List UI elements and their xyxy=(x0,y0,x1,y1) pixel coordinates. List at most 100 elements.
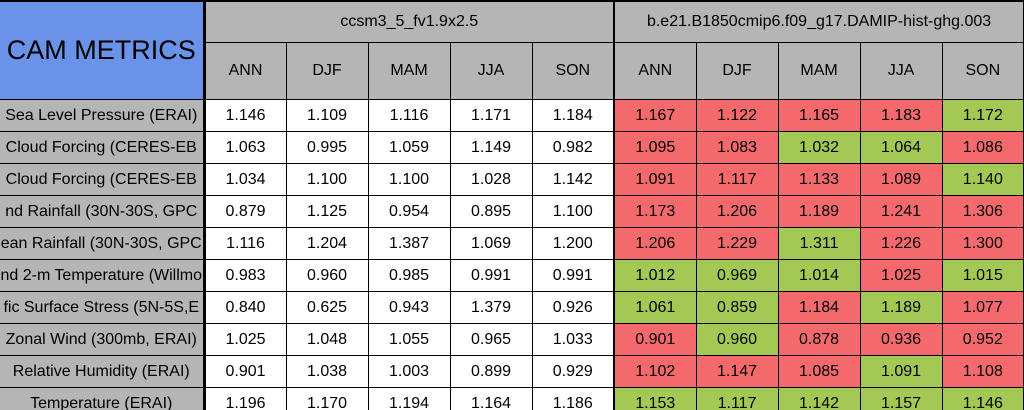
metric-value-m1: 1.171 xyxy=(449,99,533,132)
metric-value-m2-green: 1.157 xyxy=(859,387,943,410)
metric-value-m1: 1.034 xyxy=(203,163,287,196)
metric-value-m2-green: 1.153 xyxy=(613,387,697,410)
metric-value-m1: 1.125 xyxy=(285,195,369,228)
metric-value-m2-red: 1.025 xyxy=(859,259,943,292)
metric-value-m2-red: 1.165 xyxy=(777,99,861,132)
metric-value-m2-green: 0.969 xyxy=(695,259,779,292)
metric-value-m2-green: 0.859 xyxy=(695,291,779,324)
metric-value-m1: 0.995 xyxy=(285,131,369,164)
metric-value-m1: 1.142 xyxy=(531,163,615,196)
metric-label: Cloud Forcing (CERES-EB xyxy=(0,163,206,196)
metric-value-m1: 0.929 xyxy=(531,355,615,388)
metric-value-m1: 1.069 xyxy=(449,227,533,260)
metric-value-m1: 1.100 xyxy=(285,163,369,196)
metric-value-m1: 1.038 xyxy=(285,355,369,388)
metric-row: nd 2-m Temperature (Willmo 0.983 0.960 0.98… xyxy=(0,259,1024,292)
metric-value-m2-red: 1.091 xyxy=(613,163,697,196)
season-header-m2-djf: DJF xyxy=(695,42,779,100)
season-header-m2-jja: JJA xyxy=(859,42,943,100)
metric-value-m1: 1.048 xyxy=(285,323,369,356)
metric-value-m2-green: 1.061 xyxy=(613,291,697,324)
metric-label: fic Surface Stress (5N-5S,E xyxy=(0,291,206,324)
metric-value-m2-red: 1.102 xyxy=(613,355,697,388)
table-title: CAM METRICS xyxy=(0,0,206,100)
metric-value-m2-red: 1.184 xyxy=(777,291,861,324)
metric-value-m1: 0.840 xyxy=(203,291,287,324)
metric-value-m2-red: 1.089 xyxy=(859,163,943,196)
metric-value-m1: 1.063 xyxy=(203,131,287,164)
metric-row: Relative Humidity (ERAI) 0.901 1.038 1.003 0… xyxy=(0,355,1024,388)
metric-value-m2-green: 1.064 xyxy=(859,131,943,164)
metric-value-m2-red: 1.095 xyxy=(613,131,697,164)
metric-value-m2-green: 1.140 xyxy=(941,163,1024,196)
metric-value-m1: 0.991 xyxy=(449,259,533,292)
metric-value-m2-red: 1.167 xyxy=(613,99,697,132)
metric-value-m1: 1.164 xyxy=(449,387,533,410)
metric-value-m2-red: 1.229 xyxy=(695,227,779,260)
metric-row: Temperature (ERAI) 1.196 1.170 1.194 1.164 1.… xyxy=(0,387,1024,410)
metric-value-m1: 1.184 xyxy=(531,99,615,132)
metric-value-m2-red: 1.108 xyxy=(941,355,1024,388)
model1-header: ccsm3_5_fv1.9x2.5 xyxy=(203,0,615,43)
metric-value-m2-red: 1.206 xyxy=(613,227,697,260)
metric-label: Sea Level Pressure (ERAI) xyxy=(0,99,206,132)
metric-value-m2-red: 1.206 xyxy=(695,195,779,228)
metric-value-m1: 1.186 xyxy=(531,387,615,410)
metric-value-m2-green: 1.189 xyxy=(859,291,943,324)
metric-value-m2-green: 1.311 xyxy=(777,227,861,260)
metric-value-m2-red: 1.226 xyxy=(859,227,943,260)
metric-value-m1: 0.960 xyxy=(285,259,369,292)
metric-value-m2-red: 1.085 xyxy=(777,355,861,388)
metric-row: nd Rainfall (30N-30S, GPC 0.879 1.125 0.954… xyxy=(0,195,1024,228)
season-header-m1-son: SON xyxy=(531,42,615,100)
season-header-m1-ann: ANN xyxy=(203,42,287,100)
metric-value-m1: 0.985 xyxy=(367,259,451,292)
metric-value-m2-green: 0.960 xyxy=(695,323,779,356)
metric-value-m1: 1.033 xyxy=(531,323,615,356)
metric-value-m2-green: 1.142 xyxy=(777,387,861,410)
metric-value-m2-red: 0.952 xyxy=(941,323,1024,356)
metric-row: Cloud Forcing (CERES-EB 1.034 1.100 1.100 1.… xyxy=(0,163,1024,196)
metric-value-m1: 0.991 xyxy=(531,259,615,292)
model2-header: b.e21.B1850cmip6.f09_g17.DAMIP-hist-ghg.… xyxy=(613,0,1024,43)
model-header-row: CAM METRICS ccsm3_5_fv1.9x2.5 b.e21.B185… xyxy=(0,0,1024,100)
metric-value-m2-red: 1.189 xyxy=(777,195,861,228)
metric-value-m1: 0.943 xyxy=(367,291,451,324)
metric-value-m2-red: 0.936 xyxy=(859,323,943,356)
metric-value-m1: 0.965 xyxy=(449,323,533,356)
metric-row: Zonal Wind (300mb, ERAI) 1.025 1.048 1.055 0… xyxy=(0,323,1024,356)
metric-value-m1: 1.100 xyxy=(367,163,451,196)
metric-row: Cloud Forcing (CERES-EB 1.063 0.995 1.059 1.… xyxy=(0,131,1024,164)
metric-value-m2-green: 1.117 xyxy=(695,387,779,410)
metric-value-m2-red: 1.077 xyxy=(941,291,1024,324)
metric-value-m1: 1.055 xyxy=(367,323,451,356)
metric-value-m1: 1.028 xyxy=(449,163,533,196)
metric-label: Zonal Wind (300mb, ERAI) xyxy=(0,323,206,356)
metric-value-m1: 0.879 xyxy=(203,195,287,228)
metric-value-m2-red: 1.306 xyxy=(941,195,1024,228)
metric-value-m1: 0.982 xyxy=(531,131,615,164)
metric-value-m1: 1.025 xyxy=(203,323,287,356)
metric-value-m2-red: 0.901 xyxy=(613,323,697,356)
metric-value-m2-green: 1.172 xyxy=(941,99,1024,132)
metric-value-m2-green: 1.015 xyxy=(941,259,1024,292)
metric-value-m1: 0.983 xyxy=(203,259,287,292)
metric-label: nd 2-m Temperature (Willmo xyxy=(0,259,206,292)
metric-value-m1: 1.116 xyxy=(367,99,451,132)
metric-value-m2-red: 1.300 xyxy=(941,227,1024,260)
metric-value-m2-green: 1.032 xyxy=(777,131,861,164)
metric-value-m1: 0.625 xyxy=(285,291,369,324)
metric-value-m1: 1.146 xyxy=(203,99,287,132)
metric-label: ean Rainfall (30N-30S, GPC xyxy=(0,227,206,260)
season-header-m1-mam: MAM xyxy=(367,42,451,100)
season-header-m2-son: SON xyxy=(941,42,1024,100)
metric-value-m2-red: 1.173 xyxy=(613,195,697,228)
metric-value-m2-red: 1.086 xyxy=(941,131,1024,164)
metric-value-m1: 1.387 xyxy=(367,227,451,260)
metric-value-m1: 0.926 xyxy=(531,291,615,324)
metric-value-m2-red: 1.241 xyxy=(859,195,943,228)
metric-value-m1: 0.954 xyxy=(367,195,451,228)
metric-value-m2-red: 1.147 xyxy=(695,355,779,388)
